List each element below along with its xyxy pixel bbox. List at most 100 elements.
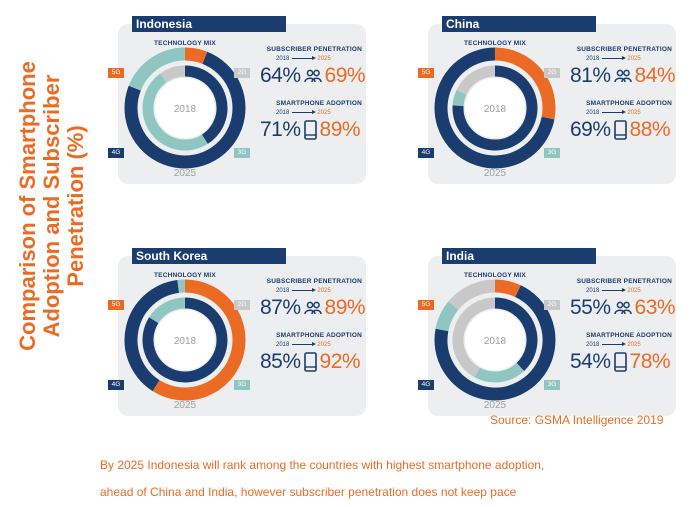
year-2025: 2025 (627, 288, 641, 294)
smartphone-adoption-values: 71% 89% (260, 118, 361, 142)
country-name: India (442, 248, 596, 264)
arrow-icon (292, 55, 317, 60)
country-panel: Indonesia TECHNOLOGY MIX 2018 2025 5G 4G 2G 3G S… (108, 16, 366, 184)
smartphone-icon (613, 352, 627, 373)
segment-5g-2025 (494, 47, 556, 120)
year-2025: 2025 (317, 110, 331, 116)
outer-ring-2025 (124, 47, 246, 169)
segment-3g-2018 (149, 297, 186, 324)
subscriber-penetration-2018-value: 87% (260, 296, 301, 319)
donut-center (155, 310, 215, 370)
subscriber-penetration-values: 87% 89% (260, 296, 366, 320)
smartphone-adoption-2018-value: 54% (570, 350, 611, 373)
technology-mix-donut: 2018 2025 (434, 279, 556, 411)
subscriber-penetration-years: 2018 2025 (586, 287, 641, 294)
legend-tag-3g: 3G (544, 380, 560, 390)
outer-ring-2025 (434, 279, 556, 401)
subscriber-penetration-2018-value: 55% (570, 296, 611, 319)
year-2025: 2025 (317, 56, 331, 62)
year-2018: 2018 (586, 110, 600, 116)
segment-4g-2025 (124, 279, 180, 392)
year-2018: 2018 (276, 342, 290, 348)
smartphone-adoption-title: SMARTPHONE ADOPTION (586, 332, 672, 339)
smartphone-icon (613, 120, 627, 141)
subscriber-penetration-2025-value: 89% (324, 296, 366, 319)
year-2025: 2025 (317, 288, 331, 294)
people-icon (303, 70, 322, 83)
outer-ring-year: 2025 (174, 400, 197, 411)
legend-tag-5g: 5G (418, 68, 434, 78)
year-2018: 2018 (276, 56, 290, 62)
segment-5g-2025 (494, 279, 521, 298)
donut-center (465, 310, 525, 370)
legend-tag-2g: 2G (234, 68, 250, 78)
segment-5g-2025 (152, 279, 246, 401)
legend-tag-2g: 2G (544, 300, 560, 310)
technology-mix-label: TECHNOLOGY MIX (464, 40, 526, 47)
segment-4g-2018 (142, 297, 228, 383)
year-2025: 2025 (627, 342, 641, 348)
segment-2g-2018 (452, 297, 496, 378)
legend-tag-2g: 2G (234, 300, 250, 310)
segment-4g-2018 (184, 65, 228, 144)
donut-center (155, 78, 215, 138)
inner-ring-2018 (142, 65, 228, 151)
smartphone-adoption-2025-value: 89% (319, 118, 361, 141)
subscriber-penetration-2025-value: 63% (634, 296, 676, 319)
page-title: Comparison of Smartphone Adoption and Su… (15, 61, 88, 351)
year-2018: 2018 (276, 288, 290, 294)
arrow-icon (292, 287, 317, 292)
subscriber-penetration-title: SUBSCRIBER PENETRATION (576, 278, 672, 285)
subscriber-penetration-2018-value: 64% (260, 64, 301, 87)
source-credit: Source: GSMA Intelligence 2019 (490, 413, 664, 427)
year-2018: 2018 (276, 110, 290, 116)
technology-mix-label: TECHNOLOGY MIX (154, 272, 216, 279)
smartphone-icon (303, 120, 317, 141)
segment-4g-2025 (434, 47, 555, 169)
inner-ring-year: 2018 (174, 104, 197, 115)
subscriber-penetration-title: SUBSCRIBER PENETRATION (266, 46, 362, 53)
subscriber-penetration-title: SUBSCRIBER PENETRATION (576, 46, 672, 53)
smartphone-adoption-2018-value: 71% (260, 118, 301, 141)
segment-2g-2025 (448, 279, 496, 310)
inner-ring-2018 (452, 65, 538, 151)
arrow-icon (292, 341, 317, 346)
outer-ring-2025 (124, 279, 246, 401)
arrow-icon (292, 109, 317, 114)
legend-tag-2g: 2G (544, 68, 560, 78)
segment-2g-2018 (456, 65, 496, 95)
segment-3g-2025 (435, 301, 459, 332)
country-panel: South Korea TECHNOLOGY MIX 2018 2025 5G 4G 2G 3… (108, 248, 366, 416)
outer-ring-year: 2025 (484, 400, 507, 411)
legend-tag-5g: 5G (108, 68, 124, 78)
smartphone-adoption-years: 2018 2025 (586, 109, 641, 116)
year-2018: 2018 (586, 342, 600, 348)
smartphone-adoption-title: SMARTPHONE ADOPTION (586, 100, 672, 107)
year-2025: 2025 (627, 110, 641, 116)
year-2025: 2025 (627, 56, 641, 62)
legend-tag-3g: 3G (234, 148, 250, 158)
smartphone-adoption-2025-value: 78% (629, 350, 671, 373)
year-2018: 2018 (586, 56, 600, 62)
segment-4g-2018 (452, 65, 538, 151)
segment-5g-2025 (184, 47, 208, 64)
smartphone-adoption-years: 2018 2025 (276, 341, 331, 348)
country-name: Indonesia (132, 16, 286, 32)
legend-tag-3g: 3G (544, 148, 560, 158)
smartphone-adoption-2025-value: 88% (629, 118, 671, 141)
subscriber-penetration-2025-value: 69% (324, 64, 366, 87)
smartphone-adoption-values: 54% 78% (570, 350, 671, 374)
smartphone-adoption-2025-value: 92% (319, 350, 361, 373)
inner-ring-year: 2018 (174, 336, 197, 347)
legend-tag-3g: 3G (234, 380, 250, 390)
subscriber-penetration-values: 64% 69% (260, 64, 366, 88)
inner-ring-2018 (452, 297, 538, 383)
technology-mix-donut: 2018 2025 (124, 279, 246, 411)
subscriber-penetration-years: 2018 2025 (276, 55, 331, 62)
country-panel: China TECHNOLOGY MIX 2018 2025 5G 4G 2G 3G SUBSC… (418, 16, 676, 184)
technology-mix-donut: 2018 2025 (124, 47, 246, 179)
segment-3g-2025 (128, 47, 186, 91)
year-2025: 2025 (317, 342, 331, 348)
smartphone-adoption-values: 85% 92% (260, 350, 361, 374)
smartphone-icon (303, 352, 317, 373)
